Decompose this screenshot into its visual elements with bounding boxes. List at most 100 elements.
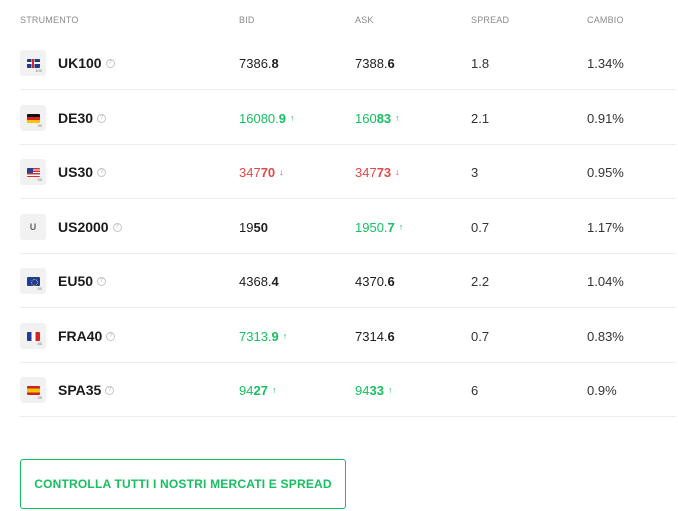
arrow-up-icon: ↑ — [271, 385, 277, 395]
ask-price-prefix: 7314. — [355, 328, 388, 344]
instrument-label: EU50 — [58, 273, 94, 289]
bid-price: 19 50 — [239, 200, 268, 254]
ask-price-pips: 6 — [387, 273, 395, 289]
ask-price: 347 73 ↓ — [355, 145, 400, 199]
flag-number: 30 — [37, 123, 42, 128]
ask-price: 94 33 ↑ — [355, 363, 392, 417]
instrument-letter: U — [29, 222, 37, 232]
bid-price-pips: 70 — [260, 164, 276, 180]
table-row[interactable]: 35 SPA35? 94 27 ↑ 94 33 ↑ 6 0.9% — [20, 363, 676, 417]
info-icon[interactable]: ? — [106, 331, 116, 341]
spread-value: 0.7 — [471, 219, 490, 235]
instrument-label: US30 — [58, 164, 94, 180]
change-value: 1.34% — [587, 55, 624, 71]
ask-price: 7388. 6 — [355, 36, 395, 90]
ask-price-pips: 33 — [369, 382, 384, 398]
ask-price-pips: 6 — [387, 328, 395, 344]
letter-u-icon: U — [20, 214, 46, 240]
arrow-up-icon: ↑ — [387, 385, 393, 395]
change-value: 0.91% — [587, 110, 624, 126]
info-icon[interactable]: ? — [97, 276, 107, 286]
ask-price-prefix: 4370. — [355, 273, 388, 289]
instrument-label: US2000 — [58, 219, 109, 235]
info-icon[interactable]: ? — [97, 113, 107, 123]
spain-flag-icon: 35 — [20, 377, 46, 403]
bid-price-prefix: 347 — [239, 164, 261, 180]
spread-value: 2.2 — [471, 273, 490, 289]
bid-price-prefix: 7313. — [239, 328, 272, 344]
flag-graphic — [26, 331, 40, 341]
table-row[interactable]: 30 DE30? 16080. 9 ↑ 160 83 ↑ 2.1 0.91% — [20, 91, 676, 145]
arrow-up-icon: ↑ — [395, 113, 400, 123]
ask-price-prefix: 160 — [355, 110, 377, 126]
ask-price: 4370. 6 — [355, 254, 395, 308]
arrow-up-icon: ↑ — [282, 331, 288, 341]
instrument-name: FRA40? — [58, 309, 116, 363]
us-flag-icon: 30 — [20, 159, 46, 185]
bid-price-pips: 27 — [253, 382, 268, 398]
ask-price: 1950. 7 ↑ — [355, 200, 403, 254]
bid-price-prefix: 7386. — [239, 55, 272, 71]
info-icon[interactable]: ? — [105, 58, 115, 68]
ask-price: 160 83 ↑ — [355, 91, 400, 145]
arrow-down-icon: ↓ — [395, 167, 400, 177]
col-change: CAMBIO — [587, 15, 624, 25]
spread-value: 6 — [471, 382, 479, 398]
bid-price: 347 70 ↓ — [239, 145, 284, 199]
flag-graphic — [26, 113, 40, 123]
flag-graphic — [26, 167, 40, 177]
arrow-up-icon: ↑ — [290, 113, 295, 123]
info-icon[interactable]: ? — [97, 167, 107, 177]
ask-price-pips: 83 — [376, 110, 392, 126]
bid-price-prefix: 94 — [239, 382, 254, 398]
bid-price: 7313. 9 ↑ — [239, 309, 287, 363]
arrow-up-icon: ↑ — [398, 222, 404, 232]
ask-price: 7314. 6 — [355, 309, 395, 363]
bid-price: 7386. 8 — [239, 36, 279, 90]
ask-price-pips: 6 — [387, 55, 395, 71]
uk-flag-icon: 100 — [20, 50, 46, 76]
table-row[interactable]: U US2000? 19 50 1950. 7 ↑ 0.7 1.17% — [20, 200, 676, 254]
col-bid: BID — [239, 15, 255, 25]
bid-price-pips: 8 — [271, 55, 279, 71]
change-value: 1.17% — [587, 219, 624, 235]
info-icon[interactable]: ? — [112, 222, 122, 232]
col-instrument: STRUMENTO — [20, 15, 79, 25]
table-row[interactable]: 100 UK100? 7386. 8 7388. 6 1.8 1.34% — [20, 36, 676, 90]
instrument-label: FRA40 — [58, 328, 103, 344]
flag-graphic — [26, 276, 40, 286]
ask-price-pips: 73 — [376, 164, 392, 180]
table-row[interactable]: 50 EU50? 4368. 4 4370. 6 2.2 1.04% — [20, 254, 676, 308]
change-value: 0.95% — [587, 164, 624, 180]
instrument-name: SPA35? — [58, 363, 115, 417]
bid-price-pips: 50 — [253, 219, 268, 235]
flag-number: 30 — [37, 177, 42, 182]
bid-price: 4368. 4 — [239, 254, 279, 308]
flag-number: 40 — [37, 341, 42, 346]
bid-price-prefix: 4368. — [239, 273, 272, 289]
flag-graphic — [26, 58, 40, 68]
spread-value: 0.7 — [471, 328, 490, 344]
flag-graphic — [26, 385, 40, 395]
germany-flag-icon: 30 — [20, 105, 46, 131]
instrument-label: SPA35 — [58, 382, 102, 398]
table-row[interactable]: 40 FRA40? 7313. 9 ↑ 7314. 6 0.7 0.83% — [20, 309, 676, 363]
bid-price-prefix: 19 — [239, 219, 254, 235]
ask-price-prefix: 7388. — [355, 55, 388, 71]
eu-flag-icon: 50 — [20, 268, 46, 294]
col-ask: ASK — [355, 15, 374, 25]
col-spread: SPREAD — [471, 15, 510, 25]
spread-value: 3 — [471, 164, 479, 180]
ask-price-pips: 7 — [387, 219, 395, 235]
flag-number: 100 — [35, 68, 42, 73]
flag-number: 50 — [37, 286, 42, 291]
flag-number: 35 — [37, 395, 42, 400]
table-row[interactable]: 30 US30? 347 70 ↓ 347 73 ↓ 3 0.95% — [20, 145, 676, 199]
change-value: 1.04% — [587, 273, 624, 289]
bid-price: 94 27 ↑ — [239, 363, 276, 417]
bid-price-pips: 9 — [278, 110, 286, 126]
ask-price-prefix: 347 — [355, 164, 377, 180]
ask-price-prefix: 94 — [355, 382, 370, 398]
check-all-markets-button[interactable]: CONTROLLA TUTTI I NOSTRI MERCATI E SPREA… — [20, 459, 346, 509]
info-icon[interactable]: ? — [105, 385, 115, 395]
